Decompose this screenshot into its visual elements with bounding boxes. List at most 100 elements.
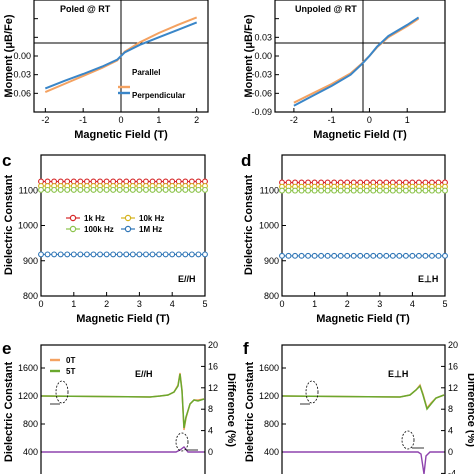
right-y-tick-label: 12 — [208, 383, 218, 393]
data-point — [305, 252, 312, 259]
data-point — [57, 251, 64, 258]
y-tick-label: 900 — [23, 256, 38, 266]
right-y-tick-label: 16 — [208, 361, 218, 371]
data-point — [97, 251, 103, 258]
panel-f: f 400 800 1200 1600 -4 0 4 8 12 16 20 E⊥H Dielect… — [243, 339, 474, 474]
panel-f-difference-curve — [283, 451, 444, 474]
right-y-tick-label: 4 — [448, 426, 453, 436]
legend-marker-1khz — [69, 214, 77, 222]
x-tick-label: 4 — [410, 299, 415, 309]
series-line-perpendicular — [44, 21, 198, 90]
y-tick-label: 1000 — [259, 221, 279, 231]
y-tick-label: 800 — [23, 419, 38, 429]
x-tick-label: 2 — [345, 299, 350, 309]
x-tick-label: -1 — [328, 115, 336, 125]
data-point — [311, 187, 318, 194]
x-tick-label: 0 — [38, 299, 43, 309]
panel-f-annotation: E⊥H — [388, 369, 408, 379]
data-point — [292, 187, 298, 194]
data-point — [149, 251, 156, 258]
data-point — [324, 252, 331, 259]
data-point — [376, 252, 383, 259]
panel-c: c 800 900 1000 1100 0 1 2 3 4 5 1k Hz 10k Hz 100… — [2, 151, 208, 325]
data-point — [156, 251, 163, 258]
x-tick-label: 1 — [312, 299, 317, 309]
data-point — [143, 186, 149, 193]
y-tick-label: -0.06 — [10, 88, 31, 98]
panel-e-curve-0t — [41, 372, 205, 431]
data-point — [90, 186, 97, 193]
panel-e-curve-5t — [41, 373, 205, 429]
panel-a-x-ticks: -2 -1 0 1 2 — [41, 108, 199, 125]
data-point — [429, 187, 435, 194]
data-point — [318, 187, 325, 194]
data-point — [376, 187, 383, 194]
data-point — [195, 251, 202, 258]
data-point — [422, 252, 429, 259]
data-point — [103, 186, 110, 193]
data-point — [123, 186, 130, 193]
data-point — [83, 186, 90, 193]
legend-label-10khz: 10k Hz — [139, 214, 164, 223]
data-point — [143, 251, 149, 258]
panel-a-ylabel: Moment (μB/Fe) — [3, 14, 15, 97]
y-tick-label: 1200 — [18, 391, 38, 401]
right-y-tick-label: 0 — [208, 447, 213, 457]
data-point — [175, 186, 182, 193]
panel-f-curve-5t — [282, 384, 445, 411]
panel-a-legend-parallel: Parallel — [132, 68, 160, 77]
panel-e-ylabel-right: Difference (%) — [225, 373, 237, 447]
panel-e-legend-5t: 5T — [66, 367, 75, 376]
data-point — [129, 186, 136, 193]
panel-f-ellipse-left — [305, 380, 319, 404]
data-point — [162, 251, 169, 258]
panel-b: -0.09 -0.06 -0.03 0.00 0.03 -2 -1 0 1 Unpoled @… — [243, 0, 446, 141]
data-point — [97, 186, 103, 193]
data-point — [350, 252, 357, 259]
data-point — [383, 187, 390, 194]
data-point — [202, 251, 208, 258]
y-tick-label: 1100 — [260, 185, 279, 195]
data-point — [279, 187, 285, 194]
panel-d-y-ticks: 800 900 1000 1100 — [259, 185, 286, 301]
y-tick-label: 0.00 — [254, 51, 272, 61]
panel-d-series — [279, 179, 448, 259]
right-y-tick-label: 8 — [208, 404, 213, 414]
data-point — [136, 186, 143, 193]
data-point — [70, 186, 77, 193]
data-point — [344, 252, 351, 259]
data-point — [331, 187, 338, 194]
data-point — [422, 187, 429, 194]
legend-marker-1mhz — [124, 225, 132, 233]
data-point — [149, 186, 156, 193]
y-tick-label: 0.00 — [13, 51, 31, 61]
panel-b-frame — [274, 0, 446, 113]
data-point — [51, 251, 58, 258]
data-point — [182, 186, 189, 193]
y-tick-label: 900 — [264, 256, 279, 266]
panel-e-right-y-ticks: 0 4 8 12 16 20 — [201, 340, 218, 457]
data-point — [396, 187, 403, 194]
panel-e-ellipse-left — [55, 380, 69, 404]
data-point — [169, 251, 176, 258]
data-point — [285, 187, 292, 194]
data-point — [110, 251, 117, 258]
data-point — [44, 186, 51, 193]
y-tick-label: 800 — [264, 291, 279, 301]
data-point — [435, 252, 442, 259]
panel-b-y-ticks: -0.09 -0.06 -0.03 0.00 0.03 — [251, 18, 279, 117]
panel-c-legend: 1k Hz 10k Hz 100k Hz 1M Hz — [66, 214, 164, 234]
panel-a-xlabel: Magnetic Field (T) — [74, 129, 168, 141]
panel-e-difference-curve — [42, 446, 204, 453]
data-point — [38, 186, 44, 193]
data-point — [298, 252, 305, 259]
y-tick-label: 0.03 — [254, 32, 272, 42]
data-point — [442, 252, 448, 259]
right-y-tick-label: 20 — [448, 340, 458, 350]
x-tick-label: 1 — [156, 115, 161, 125]
y-tick-label: 1600 — [259, 363, 279, 373]
data-point — [188, 251, 195, 258]
data-point — [396, 252, 403, 259]
y-tick-label: 1200 — [259, 391, 279, 401]
